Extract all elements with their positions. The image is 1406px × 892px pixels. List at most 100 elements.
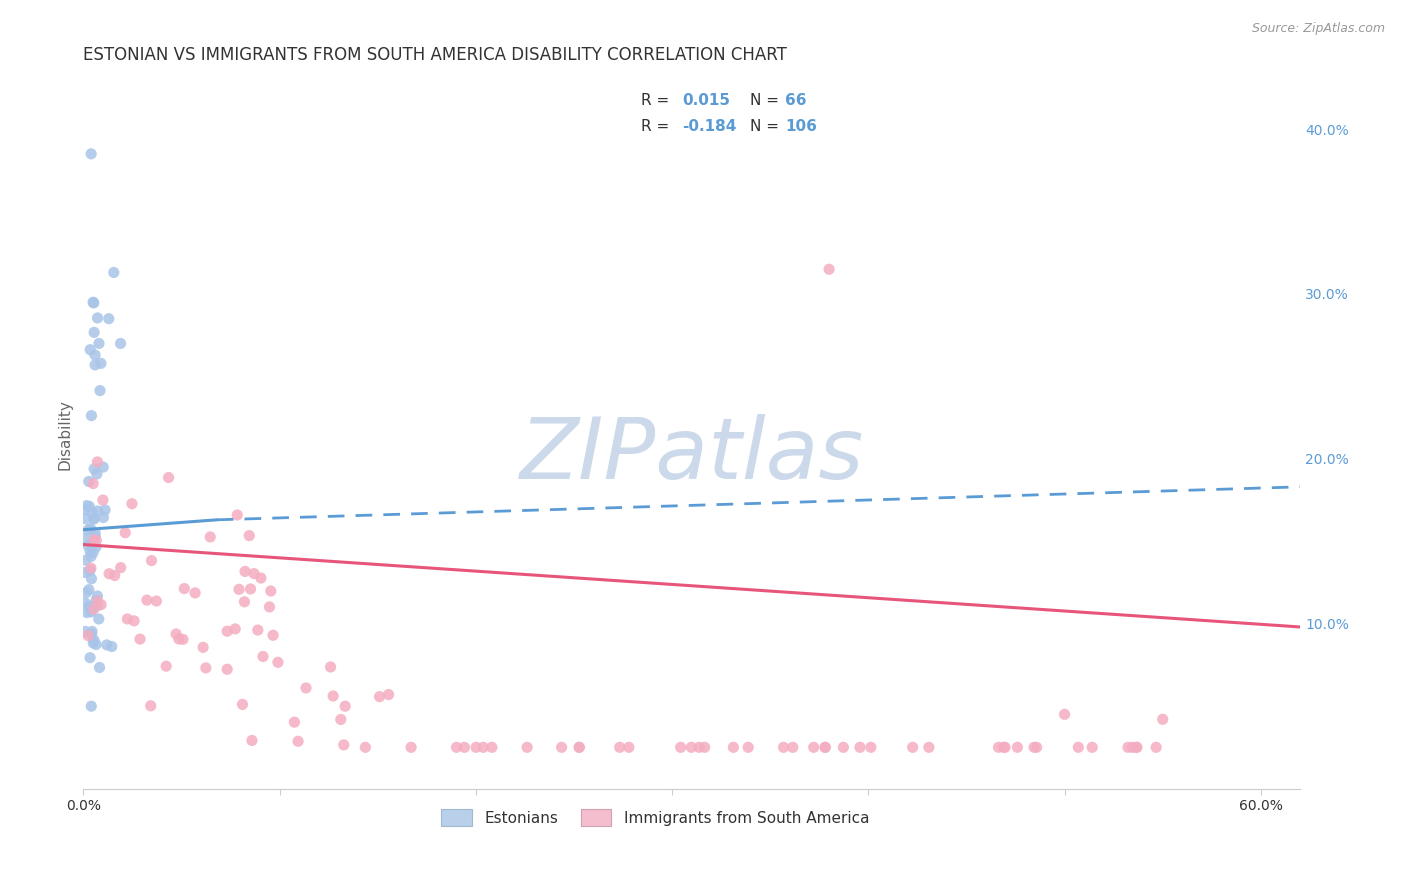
Point: [121, 497, 143, 511]
Point: [84, 348, 107, 362]
Point: [243, 566, 266, 581]
Point: [295, 681, 318, 695]
Point: [114, 525, 136, 540]
Point: [91, 493, 114, 508]
Point: [87, 612, 110, 626]
Point: [322, 689, 344, 703]
Point: [283, 715, 305, 730]
Point: [80, 605, 103, 619]
Point: [122, 614, 145, 628]
Point: [172, 632, 194, 647]
Point: [669, 740, 692, 755]
Point: [849, 740, 872, 755]
Point: [226, 508, 249, 522]
Point: [75, 553, 97, 567]
Point: [568, 740, 591, 755]
Point: [165, 627, 187, 641]
Point: [86, 599, 108, 613]
Point: [688, 740, 710, 755]
Text: R =: R =: [641, 93, 669, 108]
Point: [252, 649, 274, 664]
Point: [157, 470, 180, 484]
Point: [83, 599, 105, 614]
Point: [103, 265, 125, 279]
Point: [104, 568, 127, 582]
Point: [1053, 707, 1076, 722]
Point: [167, 632, 190, 646]
Point: [1081, 740, 1104, 755]
Point: [83, 533, 105, 547]
Text: N =: N =: [749, 119, 779, 134]
Point: [84, 540, 107, 554]
Point: [86, 594, 108, 608]
Point: [100, 640, 122, 654]
Point: [110, 336, 132, 351]
Point: [75, 566, 97, 580]
Point: [82, 476, 104, 491]
Point: [723, 740, 745, 755]
Point: [83, 602, 105, 616]
Point: [481, 740, 503, 755]
Point: [200, 530, 222, 544]
Point: [97, 311, 120, 326]
Point: [617, 740, 640, 755]
Point: [472, 740, 495, 755]
Point: [80, 624, 103, 639]
Text: 0.015: 0.015: [682, 93, 730, 108]
Point: [117, 612, 139, 626]
Point: [1116, 740, 1139, 755]
Point: [86, 504, 108, 518]
Point: [80, 699, 103, 714]
Point: [77, 629, 100, 643]
Point: [86, 467, 108, 481]
Point: [737, 740, 759, 755]
Point: [82, 636, 104, 650]
Point: [90, 356, 112, 370]
Point: [141, 554, 163, 568]
Text: 106: 106: [786, 119, 817, 134]
Point: [77, 539, 100, 553]
Point: [79, 599, 101, 614]
Point: [377, 688, 399, 702]
Point: [75, 624, 97, 639]
Point: [259, 599, 281, 614]
Point: [333, 699, 356, 714]
Point: [1152, 712, 1174, 726]
Point: [80, 626, 103, 640]
Point: [82, 295, 104, 310]
Point: [80, 409, 103, 423]
Point: [96, 638, 118, 652]
Point: [77, 475, 100, 489]
Point: [89, 660, 111, 674]
Point: [87, 336, 110, 351]
Point: [76, 606, 98, 620]
Point: [98, 566, 121, 581]
Point: [814, 740, 837, 755]
Point: [79, 650, 101, 665]
Point: [173, 582, 195, 596]
Point: [1022, 740, 1045, 755]
Point: [260, 584, 283, 599]
Point: [859, 740, 882, 755]
Point: [83, 462, 105, 476]
Point: [77, 582, 100, 597]
Point: [832, 740, 855, 755]
Point: [568, 740, 591, 755]
Text: Source: ZipAtlas.com: Source: ZipAtlas.com: [1251, 22, 1385, 36]
Text: N =: N =: [749, 93, 779, 108]
Point: [446, 740, 468, 755]
Text: ZIPatlas: ZIPatlas: [520, 414, 863, 497]
Point: [681, 740, 703, 755]
Point: [814, 740, 837, 755]
Point: [217, 624, 239, 639]
Point: [80, 572, 103, 586]
Point: [84, 533, 107, 548]
Point: [1025, 740, 1047, 755]
Point: [803, 740, 825, 755]
Point: [329, 713, 352, 727]
Point: [233, 595, 256, 609]
Point: [79, 343, 101, 357]
Point: [319, 660, 342, 674]
Point: [228, 582, 250, 597]
Point: [901, 740, 924, 755]
